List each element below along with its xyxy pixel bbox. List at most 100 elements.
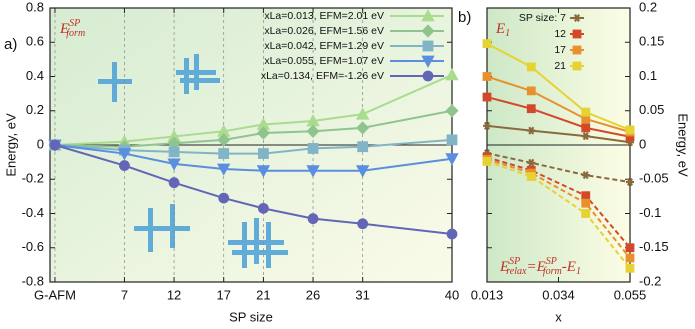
annotation-part: SP	[546, 256, 557, 267]
marker	[625, 125, 635, 135]
y-tick-label: -0.1	[639, 205, 661, 220]
chart-layer: G-AFM 7 12 17 21 26 31 40 -0.8 -0.6 -0.4 -0.2 0 0.2 0.…	[3, 0, 690, 324]
marker	[482, 72, 492, 81]
annotation-part: =E	[526, 259, 545, 275]
marker	[357, 218, 369, 230]
y-tick-label: -0.6	[22, 239, 44, 254]
marker	[483, 121, 491, 130]
marker	[446, 134, 458, 146]
marker	[49, 139, 61, 151]
series-line	[486, 42, 631, 131]
series-line	[486, 152, 631, 183]
annotation-part: E	[495, 21, 505, 37]
marker	[482, 157, 492, 166]
annotation-part: E	[499, 259, 509, 275]
marker	[119, 160, 130, 171]
series-line	[486, 124, 631, 144]
marker	[422, 70, 434, 82]
legend: xLa=0.013, EFM=2.01 eV xLa=0.026, EFM=1.5…	[261, 9, 444, 82]
legend-label: 12	[554, 28, 566, 40]
marker	[572, 29, 582, 39]
marker	[117, 148, 132, 161]
marker	[482, 92, 492, 102]
marker	[445, 67, 459, 81]
y-tick-label: -0.05	[639, 171, 669, 186]
annotation-part: E	[59, 21, 69, 37]
legend-label: xLa=0.055, EFM=1.07 eV	[264, 55, 384, 67]
y-tick-label: -0.4	[22, 205, 44, 220]
x-axis-title: SP size	[229, 309, 273, 324]
marker	[168, 146, 180, 158]
x-tick-label: 7	[121, 287, 128, 302]
marker	[482, 39, 492, 49]
series-line	[54, 73, 453, 146]
marker	[581, 198, 591, 208]
marker	[581, 191, 591, 201]
series-line	[54, 144, 453, 172]
panel-label: a)	[4, 36, 17, 53]
legend-label: xLa=0.026, EFM=1.56 eV	[264, 25, 384, 37]
legend: SP size: 7 12 17 21	[519, 12, 584, 72]
marker	[445, 104, 459, 118]
panel-label: b)	[458, 9, 471, 26]
x-tick-label: 0.034	[542, 287, 575, 302]
annotation-part: form	[66, 28, 85, 39]
y-tick-label: 0.15	[639, 34, 664, 49]
annotation: E1	[495, 21, 510, 39]
legend-label: 21	[554, 60, 566, 72]
y-axis-title: Energy, eV	[676, 113, 691, 177]
x-tick-label: G-AFM	[34, 287, 76, 302]
y-tick-label: 0.2	[639, 0, 657, 14]
y-tick-label: 0	[37, 136, 44, 151]
marker	[526, 86, 536, 96]
y-tick-label: -0.2	[22, 171, 44, 186]
marker	[217, 133, 231, 147]
annotation-part: SP	[69, 18, 80, 29]
series-line	[486, 160, 631, 269]
legend-label: xLa=0.013, EFM=2.01 eV	[264, 10, 384, 22]
y-tick-label: -0.15	[639, 239, 669, 254]
legend-label: xLa=0.134, EFM=-1.26 eV	[261, 70, 384, 82]
x-axis-title: x	[555, 309, 562, 324]
marker	[168, 177, 180, 189]
marker	[526, 104, 536, 114]
y-tick-label: 0.6	[26, 34, 44, 49]
marker	[217, 163, 231, 176]
marker	[422, 40, 434, 52]
annotation-part: relax	[506, 266, 527, 277]
series-line	[54, 144, 453, 236]
x-tick-label: 12	[167, 287, 181, 302]
x-tick-label: 0.055	[614, 287, 647, 302]
marker	[356, 121, 370, 135]
marker	[625, 253, 635, 263]
y-tick-label: 0.8	[26, 0, 44, 14]
marker	[421, 55, 435, 68]
marker	[307, 213, 319, 225]
marker	[581, 132, 590, 141]
legend-label: xLa=0.042, EFM=1.29 eV	[264, 40, 384, 52]
marker	[258, 202, 269, 214]
y-tick-label: 0.05	[639, 102, 664, 117]
legend-label: SP size: 7	[519, 12, 566, 24]
marker	[218, 192, 230, 204]
marker	[167, 158, 181, 171]
marker	[256, 126, 270, 140]
annotation-part: form	[543, 266, 562, 277]
marker	[581, 107, 591, 117]
structure-insets	[98, 54, 288, 268]
y-tick-label: 0.4	[26, 68, 44, 83]
marker	[527, 158, 536, 167]
marker	[355, 107, 370, 120]
x-tick-label: 40	[445, 287, 459, 302]
marker	[581, 123, 591, 133]
x-tick-label: 21	[256, 287, 270, 302]
x-tick-label: 26	[306, 287, 320, 302]
y-tick-label: 0.1	[639, 68, 657, 83]
series-line	[486, 75, 631, 133]
marker	[421, 24, 435, 38]
marker	[581, 209, 591, 218]
series-line	[54, 109, 453, 148]
annotation-part: 1	[576, 266, 581, 277]
series-line	[486, 96, 631, 138]
marker	[446, 228, 458, 240]
